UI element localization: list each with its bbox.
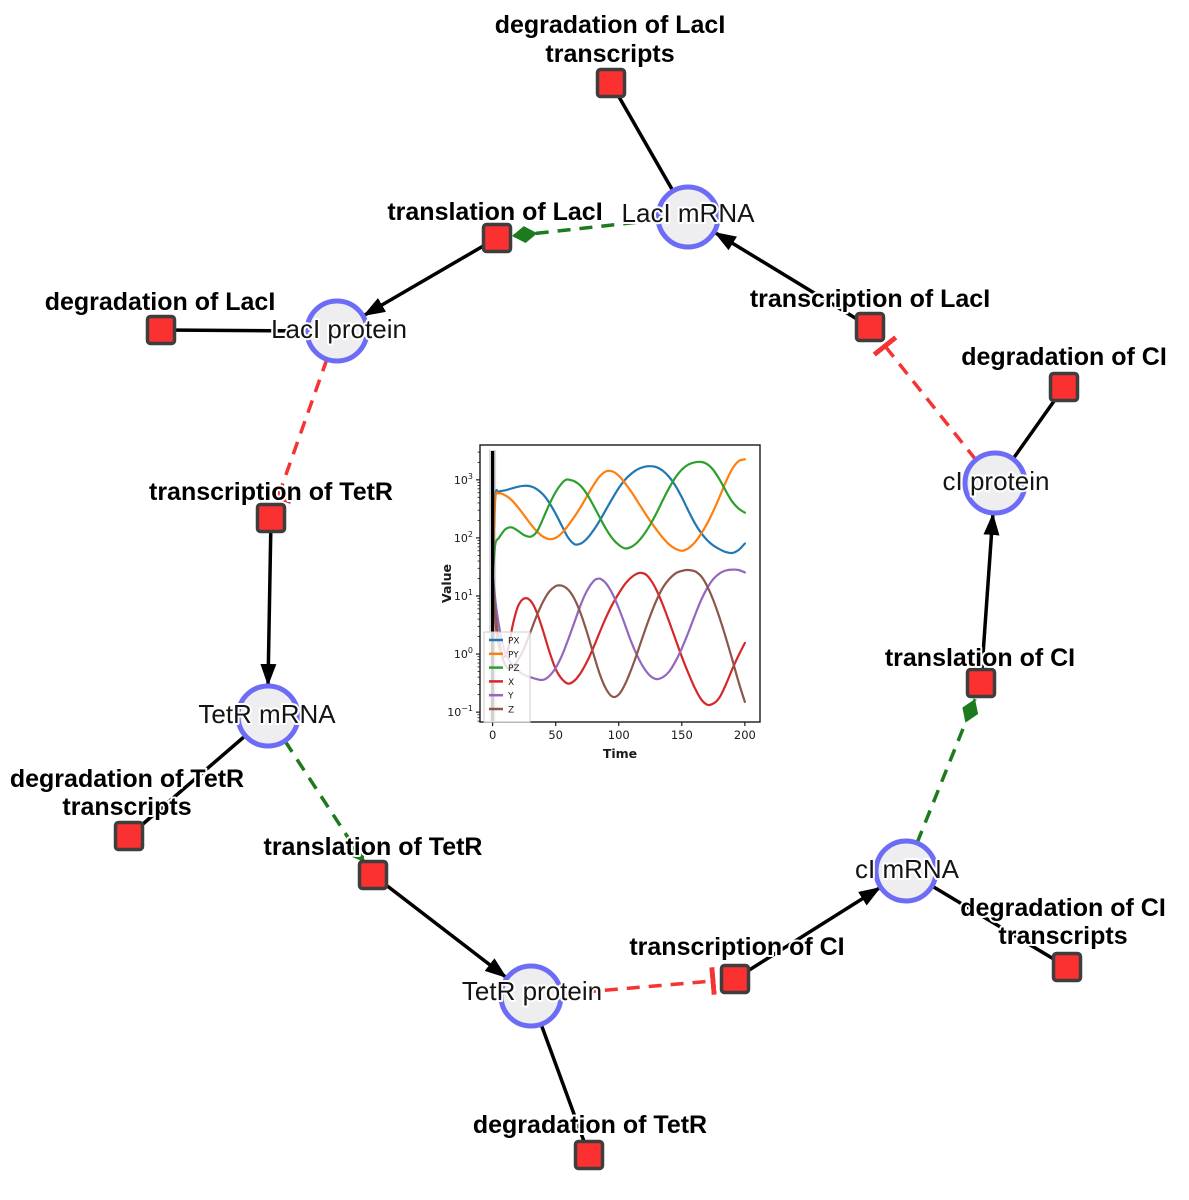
label-transcription-of-laci: transcription of LacI bbox=[750, 285, 990, 313]
reaction-nodes bbox=[113, 67, 1083, 1171]
edge-inhibition-tetr-protein-to-transcription-ci bbox=[560, 967, 717, 996]
edge-inhibition-ci-protein-to-transcription-laci bbox=[872, 335, 978, 462]
species-node-laci-mrna bbox=[655, 184, 721, 250]
legend-label-X: X bbox=[508, 678, 514, 688]
species-labels: LacI mRNA LacI protein cI protein TetR m… bbox=[196, 196, 1051, 1008]
x-tick-label: 200 bbox=[734, 728, 756, 742]
reaction-node-transcription-of-ci bbox=[719, 963, 751, 995]
species-nodes bbox=[235, 184, 1028, 1029]
reaction-node-translation-of-tetr bbox=[357, 859, 389, 891]
label-degradation-of-ci-transcripts: degradation of CI transcripts bbox=[960, 894, 1166, 950]
chart-series-PY bbox=[491, 458, 746, 580]
label-laci-protein: LacI protein bbox=[271, 314, 407, 344]
x-tick-label: 0 bbox=[489, 728, 496, 742]
label-degradation-of-tetr-transcripts: degradation of TetR transcripts bbox=[10, 765, 244, 821]
reaction-labels: degradation of LacI transcripts translati… bbox=[8, 9, 1169, 1141]
reaction-node-degradation-of-tetr bbox=[573, 1139, 605, 1171]
y-axis-label: Value bbox=[439, 564, 454, 603]
edges bbox=[127, 82, 1068, 1156]
chart-series-X bbox=[491, 571, 746, 707]
reaction-node-degradation-of-ci-transcripts bbox=[1051, 951, 1083, 983]
reaction-node-transcription-of-laci bbox=[854, 311, 886, 343]
x-axis-label: Time bbox=[603, 746, 637, 761]
y-tick-label: 103 bbox=[454, 472, 473, 487]
edge-activation-tetr-mrna-to-translation-tetr bbox=[283, 740, 366, 863]
label-transcription-of-tetr: transcription of TetR bbox=[149, 478, 393, 506]
legend-box bbox=[483, 631, 531, 723]
axes-spines bbox=[479, 444, 761, 723]
edge-production-transcription-tetr-to-tetr-mrna bbox=[260, 517, 277, 687]
edge-production-transcription-laci-to-laci-mrna bbox=[713, 230, 871, 329]
label-ci-protein: cI protein bbox=[943, 466, 1050, 496]
species-node-tetr-protein bbox=[498, 963, 564, 1029]
edge-production-translation-tetr-to-tetr-protein bbox=[371, 873, 509, 980]
species-node-ci-mrna bbox=[873, 838, 939, 904]
label-translation-of-ci: translation of CI bbox=[885, 644, 1075, 672]
y-tick-label: 10−1 bbox=[447, 704, 473, 719]
edge-activation-laci-mrna-to-translation-laci bbox=[511, 218, 659, 244]
edge-production-translation-ci-to-ci-protein bbox=[979, 512, 1000, 684]
species-node-ci-protein bbox=[962, 450, 1028, 516]
reaction-node-translation-of-laci bbox=[481, 222, 513, 254]
reaction-node-degradation-of-laci-transcripts bbox=[595, 67, 627, 99]
reaction-node-degradation-of-laci bbox=[145, 314, 177, 346]
species-node-laci-protein bbox=[304, 298, 370, 364]
y-tick-label: 101 bbox=[454, 588, 473, 603]
label-degradation-of-ci: degradation of CI bbox=[961, 343, 1167, 371]
reaction-node-translation-of-ci bbox=[965, 667, 997, 699]
label-transcription-of-ci: transcription of CI bbox=[629, 933, 844, 961]
edge-consumption-laci-protein-degradation bbox=[160, 328, 308, 333]
legend-label-Y: Y bbox=[507, 692, 514, 702]
x-tick-label: 100 bbox=[608, 728, 630, 742]
edge-consumption-tetr-mrna-degradation bbox=[127, 734, 247, 838]
edge-consumption-laci-mrna-degradation bbox=[609, 82, 675, 192]
reaction-node-degradation-of-tetr-transcripts bbox=[113, 820, 145, 852]
label-degradation-of-laci: degradation of LacI bbox=[45, 288, 276, 316]
label-degradation-of-laci-transcripts: degradation of LacI transcripts bbox=[495, 11, 726, 68]
label-tetr-mrna: TetR mRNA bbox=[198, 699, 336, 729]
edge-inhibition-laci-protein-to-transcription-tetr bbox=[264, 358, 329, 504]
edge-consumption-ci-mrna-degradation bbox=[931, 884, 1068, 969]
y-tick-label: 102 bbox=[454, 530, 473, 545]
edge-production-transcription-ci-to-ci-mrna bbox=[734, 885, 882, 981]
x-tick-label: 50 bbox=[548, 728, 563, 742]
legend-label-PX: PX bbox=[508, 637, 520, 647]
species-node-tetr-mrna bbox=[235, 683, 301, 749]
edge-production-translation-laci-to-laci-protein bbox=[362, 236, 498, 318]
label-tetr-protein: TetR protein bbox=[462, 976, 602, 1006]
label-ci-mrna: cI mRNA bbox=[855, 854, 960, 884]
label-translation-of-laci: translation of LacI bbox=[387, 198, 602, 226]
label-laci-mrna: LacI mRNA bbox=[622, 198, 756, 228]
legend-label-PY: PY bbox=[508, 650, 519, 660]
x-tick-label: 150 bbox=[671, 728, 693, 742]
legend-label-PZ: PZ bbox=[508, 664, 520, 674]
inset-timeseries-chart: 0 50 100 150 200 103 102 101 100 10−1 Time Value PX P… bbox=[439, 444, 761, 761]
edge-activation-ci-mrna-to-translation-ci bbox=[915, 698, 979, 844]
chart-series-PZ bbox=[491, 460, 746, 580]
legend-label-Z: Z bbox=[508, 706, 514, 716]
reaction-node-transcription-of-tetr bbox=[255, 502, 287, 534]
y-tick-label: 100 bbox=[454, 646, 473, 661]
label-translation-of-tetr: translation of TetR bbox=[264, 833, 483, 861]
reaction-node-degradation-of-ci bbox=[1048, 371, 1080, 403]
label-degradation-of-tetr: degradation of TetR bbox=[473, 1111, 707, 1139]
edge-consumption-tetr-protein-degradation bbox=[539, 1023, 591, 1156]
